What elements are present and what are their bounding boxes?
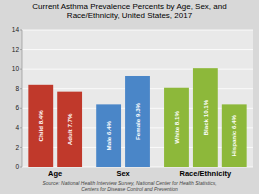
data-label: Adult 7.7% xyxy=(66,113,73,145)
bar xyxy=(193,68,218,167)
data-label: Black 10.1% xyxy=(202,99,209,135)
y-axis xyxy=(22,30,23,167)
x-tick-label: Age xyxy=(48,169,62,178)
data-label: Female 9.3% xyxy=(134,102,141,140)
y-tick-label: 2 xyxy=(15,144,19,151)
y-tick-label: 12 xyxy=(12,46,20,53)
bar xyxy=(164,88,189,167)
x-tick-label: Race/Ethnicity xyxy=(180,169,233,178)
data-label: Child 8.4% xyxy=(37,110,44,142)
y-tick-label: 4 xyxy=(15,124,19,131)
data-label: White 8.1% xyxy=(173,111,180,144)
bars xyxy=(28,68,246,167)
data-label: Male 6.4% xyxy=(105,120,112,150)
y-tick-label: 8 xyxy=(15,85,19,92)
source-note: Source: National Health Interview Survey… xyxy=(42,180,216,192)
x-tick-label: Sex xyxy=(116,169,130,178)
y-tick-label: 14 xyxy=(12,26,20,33)
background xyxy=(0,0,259,194)
grid-line xyxy=(22,49,253,50)
bar xyxy=(125,76,150,167)
grid-line xyxy=(22,69,253,70)
title-line: Current Asthma Prevalence Percents by Ag… xyxy=(32,2,226,11)
y-tick-label: 10 xyxy=(12,65,20,72)
data-label: Hispanic 6.4% xyxy=(230,114,237,156)
y-tick-label: 0 xyxy=(15,163,19,170)
bar xyxy=(96,104,121,167)
bar xyxy=(57,92,82,167)
title-line: Race/Ethnicity, United States, 2017 xyxy=(67,11,193,20)
chart: Current Asthma Prevalence Percents by Ag… xyxy=(0,0,259,194)
plot-area xyxy=(22,30,253,167)
y-tick-label: 6 xyxy=(15,104,19,111)
bar xyxy=(28,85,53,167)
grid-line xyxy=(22,30,253,31)
bar xyxy=(222,104,247,167)
source-line: Centers for Disease Control and Preventi… xyxy=(81,186,178,192)
title: Current Asthma Prevalence Percents by Ag… xyxy=(32,2,226,20)
